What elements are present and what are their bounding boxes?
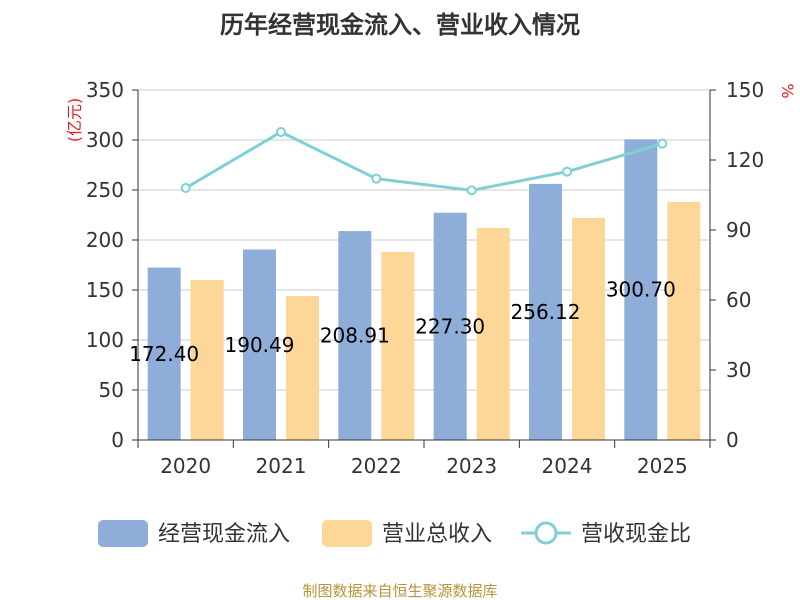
x-tick-label: 2025 — [637, 454, 688, 478]
x-tick-label: 2022 — [351, 454, 402, 478]
left-tick-label: 250 — [86, 178, 124, 202]
left-tick-label: 0 — [111, 428, 124, 452]
ratio-point — [180, 183, 191, 193]
ratio-line — [180, 127, 668, 196]
left-tick-label: 300 — [86, 128, 124, 152]
bar-revenue — [667, 202, 701, 440]
right-tick-label: 90 — [726, 218, 751, 242]
x-tick-label: 2021 — [256, 454, 307, 478]
bar-value-label: 300.70 — [606, 278, 676, 302]
left-tick-label: 150 — [86, 278, 124, 302]
grid-lines — [138, 89, 710, 441]
legend-swatch-revenue — [322, 520, 372, 547]
legend-swatch-cash-inflow — [98, 520, 148, 547]
legend-label-ratio: 营收现金比 — [581, 522, 691, 547]
bar-value-label: 190.49 — [225, 333, 295, 357]
chart-title: 历年经营现金流入、营业收入情况 — [220, 11, 580, 39]
source-note: 制图数据来自恒生聚源数据库 — [302, 582, 497, 600]
bar-cash-inflow — [147, 267, 181, 440]
legend-swatch-ratio-marker — [534, 521, 558, 545]
bar-revenue — [572, 218, 605, 440]
ratio-line-path — [184, 130, 663, 192]
left-tick-label: 200 — [86, 228, 124, 252]
ratio-point — [657, 138, 668, 149]
x-tick-label: 2024 — [542, 454, 593, 478]
legend-label-revenue: 营业总收入 — [382, 522, 492, 547]
bar-value-label: 256.12 — [511, 300, 581, 324]
ratio-point — [371, 173, 382, 184]
right-tick-label: 30 — [726, 358, 751, 382]
left-axis-unit: (亿元) — [65, 98, 84, 143]
left-tick-label: 50 — [99, 378, 124, 402]
x-tick-label: 2023 — [446, 454, 497, 478]
x-tick-label: 2020 — [160, 454, 211, 478]
right-tick-label: 0 — [726, 428, 739, 452]
bar-revenue — [381, 252, 415, 440]
bar-revenue — [190, 280, 224, 440]
right-tick-label: 120 — [726, 148, 764, 172]
bars — [147, 139, 701, 441]
right-tick-label: 150 — [726, 78, 764, 102]
legend-label-cash-inflow: 经营现金流入 — [158, 522, 290, 547]
legend: 经营现金流入 营业总收入 营收现金比 — [98, 520, 691, 547]
bar-value-label: 227.30 — [415, 314, 485, 338]
bar-revenue — [286, 296, 319, 440]
bar-value-label: 208.91 — [320, 324, 390, 348]
ratio-point — [276, 127, 286, 137]
bar-revenue — [476, 228, 510, 440]
data-labels: 172.40 190.49 208.91 227.30 256.12 300.70 — [129, 278, 676, 366]
bar-value-label: 172.40 — [129, 342, 199, 366]
bar-cash-inflow — [243, 249, 276, 440]
bar-cash-inflow — [624, 139, 658, 441]
bar-cash-inflow — [433, 212, 467, 440]
ratio-point — [466, 185, 477, 196]
ratio-point — [562, 166, 572, 177]
right-tick-label: 60 — [726, 288, 751, 312]
bar-cash-inflow — [529, 183, 562, 440]
bar-cash-inflow — [338, 231, 372, 440]
left-tick-label: 350 — [86, 78, 124, 102]
left-tick-label: 100 — [86, 328, 124, 352]
right-axis-unit: % — [778, 83, 797, 98]
axes: 0 50 100 150 200 250 300 350 0 30 60 90 120 150 (亿元)% 2… — [65, 78, 797, 478]
